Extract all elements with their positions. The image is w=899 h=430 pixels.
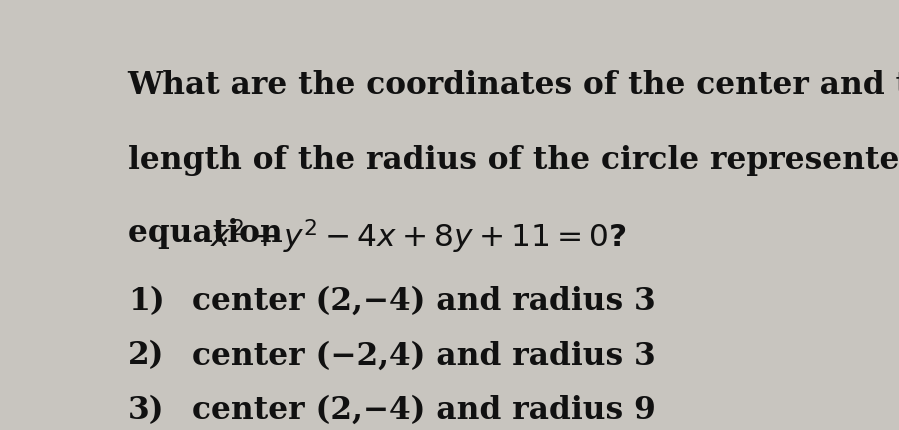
Text: 1): 1) bbox=[128, 285, 165, 316]
Text: 2): 2) bbox=[128, 340, 165, 371]
Text: $x^{2}+y^{2}-4x+8y+11=0$?: $x^{2}+y^{2}-4x+8y+11=0$? bbox=[210, 217, 627, 255]
Text: length of the radius of the circle represented by the: length of the radius of the circle repre… bbox=[128, 144, 899, 175]
Text: center (−2,4) and radius 3: center (−2,4) and radius 3 bbox=[192, 340, 656, 371]
Text: equation: equation bbox=[128, 217, 293, 248]
Text: What are the coordinates of the center and the: What are the coordinates of the center a… bbox=[128, 70, 899, 101]
Text: center (2,−4) and radius 3: center (2,−4) and radius 3 bbox=[192, 285, 656, 316]
Text: 3): 3) bbox=[128, 394, 165, 425]
Text: center (2,−4) and radius 9: center (2,−4) and radius 9 bbox=[192, 394, 656, 425]
